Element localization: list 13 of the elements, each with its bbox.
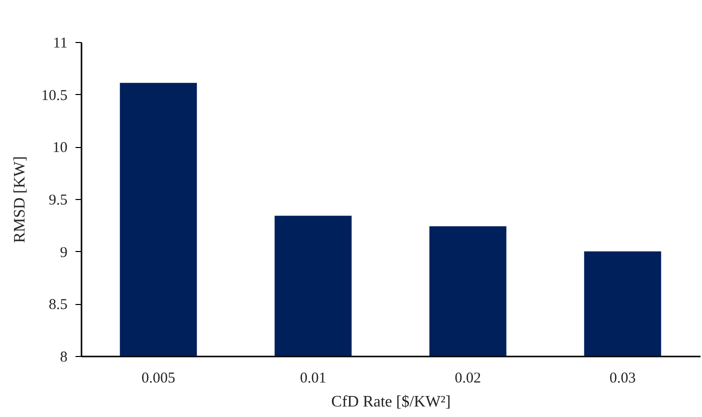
y-tick-label: 9.5 [48,192,68,208]
x-tick-label: 0.01 [300,370,326,386]
x-tick-label: 0.03 [610,370,636,386]
y-tick-label: 11 [53,36,68,52]
y-tick-label: 8 [60,350,68,366]
x-tick-label: 0.02 [454,370,481,386]
y-tick-label: 10 [52,140,68,156]
y-tick-label: 10.5 [41,88,68,104]
y-axis-title: RMSD [KW] [11,156,28,243]
y-tick-label: 8.5 [48,297,68,314]
x-axis-title: CfD Rate [$/KW²] [331,394,451,410]
x-tick-label: 0.005 [142,370,176,386]
y-tick-label: 9 [60,244,68,261]
